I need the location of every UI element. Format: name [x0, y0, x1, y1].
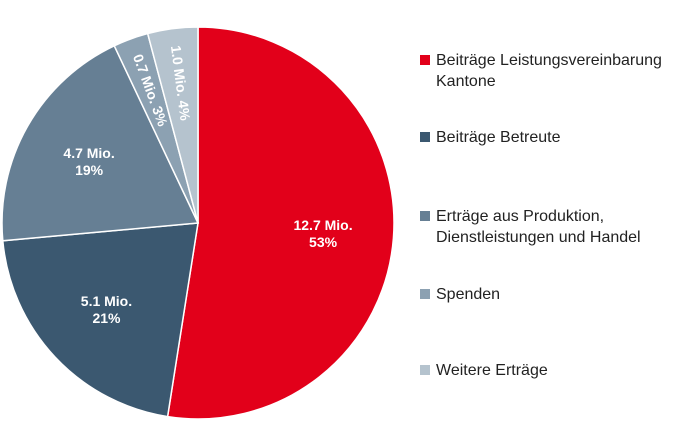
legend-item: Erträge aus Produktion, Dienstleistungen…	[418, 206, 698, 248]
legend-item: Spenden	[418, 284, 698, 305]
legend-swatch	[420, 55, 430, 65]
data-label: 5.1 Mio. 21%	[81, 293, 132, 326]
legend-swatch	[420, 211, 430, 221]
legend-label: Erträge aus Produktion, Dienstleistungen…	[436, 208, 641, 246]
legend-swatch	[420, 132, 430, 142]
legend-label: Weitere Erträge	[436, 362, 548, 379]
percentage-label: 53%	[309, 234, 338, 250]
data-label: 1.0 Mio.4%	[168, 44, 194, 122]
legend-item: Weitere Erträge	[418, 360, 698, 381]
value-label: 1.0 Mio.	[168, 44, 191, 97]
legend-label: Spenden	[436, 286, 501, 303]
pie-slice	[1, 222, 199, 418]
legend-label: Beiträge Betreute	[436, 129, 561, 146]
percentage-label: 4%	[175, 99, 194, 122]
legend-item: Beiträge Leistungsvereinbarung Kantone	[418, 50, 698, 92]
data-label: 12.7 Mio. 53%	[293, 217, 352, 250]
pie-slice	[1, 44, 200, 242]
legend-label: Beiträge Leistungsvereinbarung Kantone	[436, 52, 662, 90]
value-label: 4.7 Mio.	[63, 145, 114, 161]
value-label: 5.1 Mio.	[81, 293, 132, 309]
legend-swatch	[420, 289, 430, 299]
percentage-label: 21%	[92, 310, 121, 326]
percentage-label: 3%	[149, 104, 171, 129]
legend-swatch	[420, 365, 430, 375]
legend-item: Beiträge Betreute	[418, 127, 698, 148]
percentage-label: 19%	[75, 162, 104, 178]
value-label: 12.7 Mio.	[293, 217, 352, 233]
pie-slice	[166, 26, 395, 420]
pie-slice	[146, 26, 199, 224]
chart: 12.7 Mio. 53%5.1 Mio. 21%4.7 Mio. 19%0.7 Mi…	[1, 26, 395, 420]
data-label: 4.7 Mio. 19%	[63, 145, 114, 178]
